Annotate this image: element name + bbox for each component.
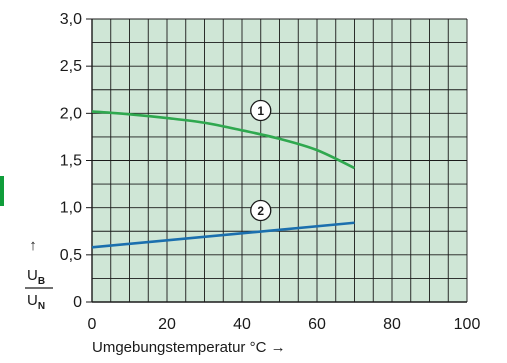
y-tick-label: 1,5 xyxy=(60,153,82,170)
series-line-1 xyxy=(91,110,356,170)
x-axis-label: Umgebungstemperatur °C → xyxy=(92,339,286,356)
series-labels: 12 xyxy=(250,99,272,222)
x-tick-label: 80 xyxy=(383,316,401,333)
series-marker-circle xyxy=(250,99,272,122)
y-tick-label: 2,0 xyxy=(60,105,82,122)
series-marker-label: 2 xyxy=(257,204,264,218)
y-axis-label: ↑ UB UN xyxy=(25,237,53,312)
x-tick-label: 20 xyxy=(158,316,176,333)
x-tick-label: 100 xyxy=(454,316,481,333)
series-marker-1: 1 xyxy=(250,99,272,122)
y-tick-label: 3,0 xyxy=(60,11,82,28)
x-tick-label: 0 xyxy=(88,316,97,333)
tick-labels: 0 20 40 60 80 100 0 0,5 1,0 1,5 2,0 2,5 3,0 xyxy=(60,11,481,333)
series-marker-2: 2 xyxy=(250,199,272,222)
y-axis-denominator: UN xyxy=(27,292,45,312)
series-marker-label: 1 xyxy=(257,104,264,118)
y-tick-label: 1,0 xyxy=(60,200,82,217)
x-tick-label: 40 xyxy=(233,316,251,333)
side-marker xyxy=(0,176,4,206)
y-tick-label: 0 xyxy=(73,294,82,311)
x-tick-label: 60 xyxy=(308,316,326,333)
series-layer xyxy=(91,110,356,249)
grid xyxy=(86,18,468,303)
y-tick-label: 0,5 xyxy=(60,247,82,264)
series-line-2 xyxy=(91,221,355,249)
y-tick-label: 2,5 xyxy=(60,58,82,75)
y-axis-arrow: ↑ xyxy=(29,237,37,254)
y-axis-numerator: UB xyxy=(27,267,45,287)
series-marker-circle xyxy=(250,199,272,222)
